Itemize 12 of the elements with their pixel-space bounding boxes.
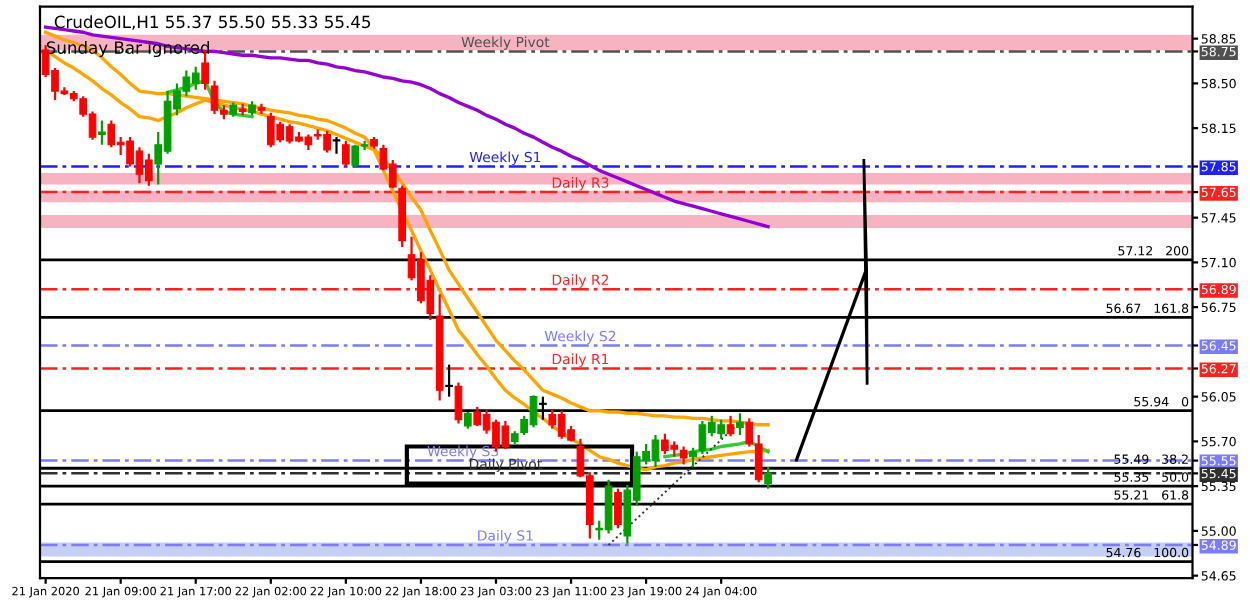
candlestick bbox=[98, 119, 106, 146]
candlestick bbox=[689, 446, 697, 469]
candlestick bbox=[332, 135, 341, 155]
candlestick bbox=[144, 152, 153, 187]
candlestick bbox=[764, 465, 772, 490]
chart-title: CrudeOIL,H1 55.37 55.50 55.33 55.45 bbox=[54, 15, 371, 30]
candlestick bbox=[342, 139, 350, 168]
candlestick bbox=[454, 381, 463, 425]
candlestick bbox=[445, 363, 453, 398]
candlestick bbox=[736, 412, 744, 437]
candlestick bbox=[614, 487, 622, 530]
candlestick bbox=[726, 414, 735, 438]
